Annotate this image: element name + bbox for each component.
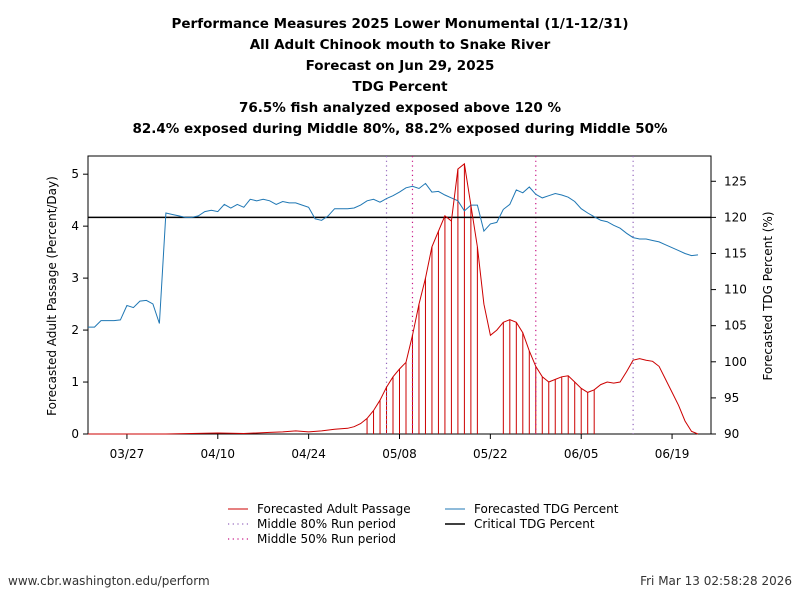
- y2-tick-label: 120: [724, 210, 747, 224]
- y-axis-left-label: Forecasted Adult Passage (Percent/Day): [45, 176, 59, 416]
- legend-label-passage: Forecasted Adult Passage: [257, 502, 411, 516]
- chart-title-2: All Adult Chinook mouth to Snake River: [249, 37, 551, 53]
- chart-title-1: Performance Measures 2025 Lower Monument…: [171, 16, 629, 32]
- x-tick-label: 06/05: [564, 447, 599, 461]
- x-tick-label: 04/10: [200, 447, 235, 461]
- y2-tick-label: 100: [724, 355, 747, 369]
- y-tick-label: 3: [71, 271, 79, 285]
- y-axis-right-label: Forecasted TDG Percent (%): [761, 211, 775, 381]
- x-tick-label: 06/19: [655, 447, 690, 461]
- passage-series-line: [88, 162, 699, 435]
- x-tick-label: 05/22: [473, 447, 508, 461]
- x-tick-label: 04/24: [291, 447, 326, 461]
- legend-label-tdg: Forecasted TDG Percent: [474, 502, 619, 516]
- footer-url: www.cbr.washington.edu/perform: [8, 574, 210, 588]
- y-tick-label: 0: [71, 427, 79, 441]
- x-tick-label: 05/08: [382, 447, 417, 461]
- y2-tick-label: 125: [724, 174, 747, 188]
- y-tick-label: 1: [71, 375, 79, 389]
- y2-tick-label: 110: [724, 283, 747, 297]
- chart-title-5: 76.5% fish analyzed exposed above 120 %: [239, 100, 561, 116]
- footer-timestamp: Fri Mar 13 02:58:28 2026: [640, 574, 792, 588]
- y2-tick-label: 105: [724, 319, 747, 333]
- x-tick-label: 03/27: [110, 447, 145, 461]
- y2-tick-label: 115: [724, 246, 747, 260]
- y-tick-label: 2: [71, 323, 79, 337]
- legend-label-middle80: Middle 80% Run period: [257, 517, 396, 531]
- y-tick-label: 4: [71, 219, 79, 233]
- chart-title-4: TDG Percent: [352, 79, 448, 95]
- tdg-series-line: [88, 182, 699, 328]
- chart-title-3: Forecast on Jun 29, 2025: [305, 58, 495, 74]
- chart-title-6: 82.4% exposed during Middle 80%, 88.2% e…: [132, 121, 668, 137]
- y2-tick-label: 90: [724, 427, 739, 441]
- legend-label-critical: Critical TDG Percent: [474, 517, 595, 531]
- y-tick-label: 5: [71, 167, 79, 181]
- y2-tick-label: 95: [724, 391, 739, 405]
- legend-label-middle50: Middle 50% Run period: [257, 532, 396, 546]
